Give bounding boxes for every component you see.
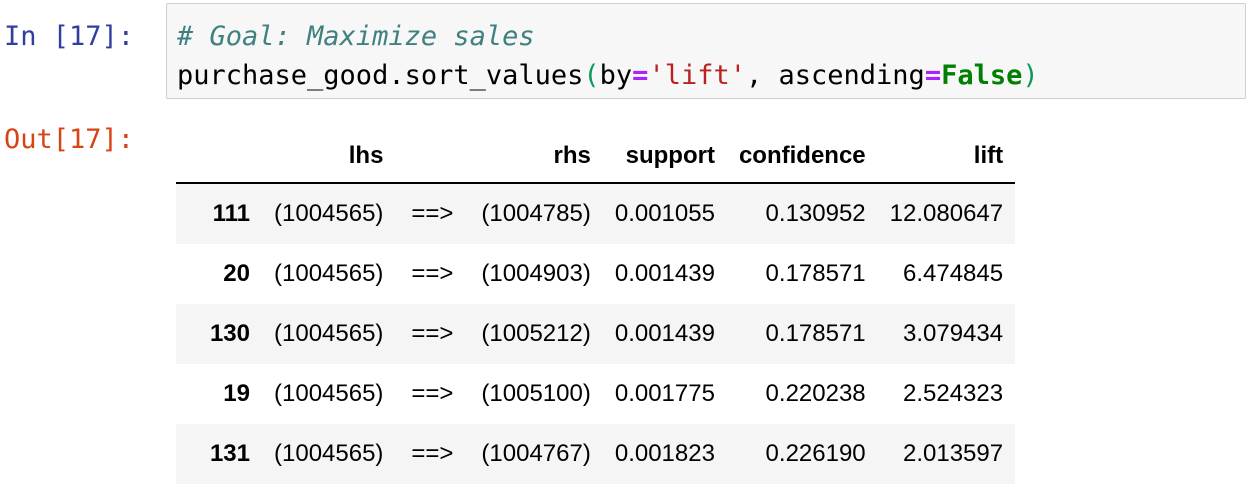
table-header-row: lhs rhs support confidence lift [176, 130, 1016, 184]
cell-arrow: ==> [411, 260, 454, 287]
cell-support: 0.001439 [614, 320, 715, 347]
cell-rhs: (1004785) [481, 200, 591, 227]
header-arrow [395, 130, 470, 184]
header-index [176, 130, 262, 184]
code-cell[interactable]: # Goal: Maximize sales purchase_good.sor… [166, 3, 1246, 99]
cell-confidence: 0.220238 [765, 380, 866, 407]
cell-rhs: (1004903) [481, 260, 591, 287]
table-header: lhs rhs support confidence lift [176, 130, 1016, 184]
cell-confidence: 0.178571 [765, 320, 866, 347]
code-open-paren: ( [583, 60, 600, 91]
code-arg2-name: ascending [778, 60, 925, 91]
cell-lift: 2.013597 [903, 440, 1004, 467]
output-prompt: Out[17]: [4, 124, 135, 155]
header-support: support [602, 130, 727, 184]
code-eq-2: = [924, 60, 942, 91]
code-arg1-name: by [599, 60, 633, 91]
header-rhs: rhs [469, 130, 603, 184]
cell-lhs: (1004565) [274, 200, 384, 227]
row-index: 20 [223, 260, 250, 287]
cell-lift: 2.524323 [903, 380, 1004, 407]
cell-lift: 6.474845 [903, 260, 1004, 287]
table-row: 131 (1004565) ==> (1004767) 0.001823 0.2… [176, 424, 1016, 484]
cell-lift: 3.079434 [903, 320, 1004, 347]
cell-lhs: (1004565) [274, 320, 384, 347]
header-lift: lift [877, 130, 1016, 184]
cell-rhs: (1005100) [481, 380, 591, 407]
row-index: 19 [223, 380, 250, 407]
table-row: 130 (1004565) ==> (1005212) 0.001439 0.1… [176, 304, 1016, 364]
code-eq-1: = [632, 60, 649, 91]
table-row: 111 (1004565) ==> (1004785) 0.001055 0.1… [176, 183, 1016, 244]
table-body: 111 (1004565) ==> (1004785) 0.001055 0.1… [176, 183, 1016, 484]
code-line-sort: purchase_good.sort_values(by='lift', asc… [177, 59, 1039, 93]
cell-support: 0.001055 [614, 200, 715, 227]
cell-arrow: ==> [411, 200, 454, 227]
table-row: 20 (1004565) ==> (1004903) 0.001439 0.17… [176, 244, 1016, 304]
cell-arrow: ==> [411, 440, 454, 467]
code-arg2-value: False [941, 60, 1023, 91]
cell-rhs: (1004767) [481, 440, 591, 467]
code-close-paren: ) [1022, 60, 1039, 91]
header-lhs: lhs [262, 130, 396, 184]
cell-confidence: 0.178571 [765, 260, 866, 287]
cell-lhs: (1004565) [274, 380, 384, 407]
cell-support: 0.001439 [614, 260, 715, 287]
code-comment: # Goal: Maximize sales [177, 21, 535, 52]
cell-arrow: ==> [411, 320, 454, 347]
cell-support: 0.001775 [614, 380, 715, 407]
cell-lift: 12.080647 [889, 200, 1004, 227]
cell-confidence: 0.130952 [765, 200, 866, 227]
row-index: 111 [212, 200, 250, 227]
code-call: purchase_good.sort_values [177, 60, 584, 91]
cell-lhs: (1004565) [274, 260, 384, 287]
cell-lhs: (1004565) [274, 440, 384, 467]
table-row: 19 (1004565) ==> (1005100) 0.001775 0.22… [176, 364, 1016, 424]
row-index: 131 [209, 440, 250, 467]
row-index: 130 [209, 320, 250, 347]
code-line-comment: # Goal: Maximize sales [177, 20, 535, 54]
cell-arrow: ==> [411, 380, 454, 407]
code-separator: , [745, 60, 779, 91]
dataframe-table: lhs rhs support confidence lift 111 (100… [176, 130, 1016, 484]
code-arg1-value: 'lift' [648, 60, 746, 91]
header-confidence: confidence [726, 130, 878, 184]
input-prompt: In [17]: [4, 21, 135, 52]
cell-confidence: 0.226190 [765, 440, 866, 467]
cell-support: 0.001823 [614, 440, 715, 467]
cell-rhs: (1005212) [481, 320, 591, 347]
